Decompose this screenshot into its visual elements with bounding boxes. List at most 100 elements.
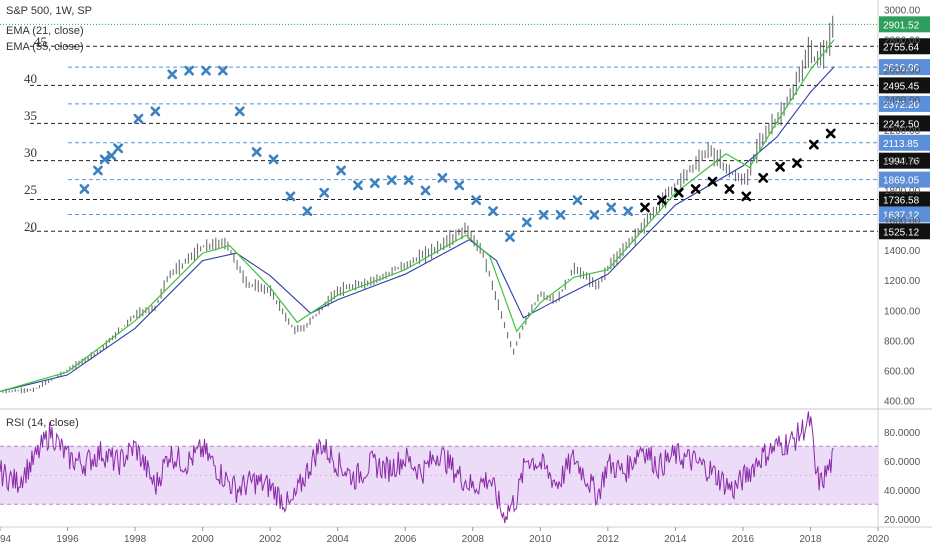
time-tick-label: 2000 — [191, 534, 214, 545]
left-scale-label: 25 — [24, 182, 37, 197]
marker-stroke — [184, 65, 195, 76]
level-label-box — [879, 206, 930, 223]
marker-stroke — [234, 106, 245, 117]
level-label: 1637.12 — [883, 210, 920, 221]
marker-stroke — [285, 191, 296, 202]
price-tick-label: 1800.00 — [884, 186, 921, 197]
level-label-box — [879, 191, 930, 208]
rsi-line — [0, 411, 834, 524]
blue-marker — [505, 232, 515, 242]
level-label: 1525.12 — [883, 227, 920, 238]
black-marker — [690, 184, 701, 194]
marker-stroke — [758, 173, 769, 183]
level-label-box — [879, 115, 930, 132]
price-tick-label: 2600.00 — [884, 66, 921, 77]
black-marker — [775, 161, 785, 172]
price-tick-label: 800.00 — [884, 336, 915, 347]
left-scale-label: 20 — [24, 219, 37, 234]
marker-stroke — [454, 180, 465, 191]
marker-stroke — [505, 232, 515, 242]
level-label-box — [879, 38, 930, 55]
time-tick-label: 2014 — [664, 534, 687, 545]
legend-rsi: RSI (14, close) — [6, 417, 79, 429]
price-tick-label: 2000.00 — [884, 156, 921, 167]
marker-stroke — [555, 210, 566, 220]
level-label: 2616.96 — [883, 63, 920, 74]
blue-marker — [150, 106, 161, 117]
rsi-tick-label: 80.0000 — [884, 428, 921, 439]
level-label: 2113.85 — [883, 139, 919, 150]
levels-layer: 2901.52 2755.64 2616.96 2495.45 2372.20 2242.… — [0, 16, 930, 240]
marker-stroke — [353, 180, 363, 191]
blue-marker — [217, 65, 228, 76]
level-label: 2901.52 — [883, 20, 920, 31]
level-label: 2755.64 — [883, 42, 920, 53]
price-tick-label: 400.00 — [884, 396, 915, 407]
level-label-box — [879, 152, 930, 169]
blue-marker — [488, 206, 498, 217]
blue-marker — [589, 210, 600, 220]
marker-stroke — [623, 206, 634, 217]
marker-stroke — [521, 217, 532, 228]
price-tick-label: 2400.00 — [884, 96, 921, 107]
time-tick-label: 2006 — [394, 534, 417, 545]
blue-marker — [302, 206, 313, 217]
legend-ema55: EMA (55, close) — [6, 41, 84, 53]
time-tick-label: 2004 — [327, 534, 350, 545]
marker-stroke — [79, 184, 90, 194]
blue-marker — [555, 210, 566, 220]
marker-stroke — [369, 178, 380, 188]
blue-marker — [133, 113, 144, 124]
blue-marker — [353, 180, 363, 191]
blue-marker — [167, 69, 178, 80]
blue-marker — [538, 210, 549, 220]
marker-stroke — [386, 175, 397, 186]
markers-layer — [79, 65, 836, 242]
marker-stroke — [403, 175, 414, 186]
price-candles — [0, 15, 834, 394]
ema21-line — [0, 39, 835, 393]
marker-stroke — [113, 143, 124, 154]
blue-marker — [437, 173, 448, 183]
marker-stroke — [724, 184, 735, 194]
black-marker — [656, 195, 667, 205]
blue-marker — [99, 154, 110, 165]
marker-stroke — [741, 191, 752, 202]
level-label-box — [879, 16, 930, 33]
blue-marker — [521, 217, 532, 228]
blue-marker — [420, 185, 431, 196]
level-label-box — [879, 223, 930, 240]
blue-marker — [319, 187, 330, 198]
black-marker — [825, 128, 836, 139]
level-label-box — [879, 171, 930, 188]
black-marker — [792, 158, 802, 168]
blue-marker — [251, 147, 262, 157]
time-tick-label: 1998 — [124, 534, 147, 545]
axes-layer: 400.00 600.00 800.00 1000.00 1200.00 1400.00 1… — [0, 6, 921, 545]
blue-marker — [386, 175, 397, 186]
marker-stroke — [217, 65, 228, 76]
marker-stroke — [336, 165, 346, 176]
marker-stroke — [538, 210, 549, 220]
black-marker — [808, 139, 819, 150]
blue-marker — [234, 106, 245, 117]
blue-marker — [454, 180, 465, 191]
marker-stroke — [690, 184, 701, 194]
time-tick-label: 2018 — [799, 534, 822, 545]
blue-marker — [184, 65, 195, 76]
blue-marker — [471, 195, 482, 205]
black-marker — [741, 191, 752, 202]
blue-marker — [572, 195, 583, 205]
marker-stroke — [707, 176, 718, 187]
marker-stroke — [133, 113, 144, 124]
black-marker — [707, 176, 718, 187]
rsi-tick-label: 40.0000 — [884, 486, 921, 497]
rsi-layer: 20.0000 40.0000 60.0000 80.0000 — [0, 411, 921, 526]
price-tick-label: 600.00 — [884, 366, 915, 377]
price-tick-label: 1000.00 — [884, 306, 921, 317]
price-tick-label: 1200.00 — [884, 276, 921, 287]
level-label-box — [879, 134, 930, 151]
marker-stroke — [673, 187, 684, 198]
level-label-box — [879, 59, 930, 76]
